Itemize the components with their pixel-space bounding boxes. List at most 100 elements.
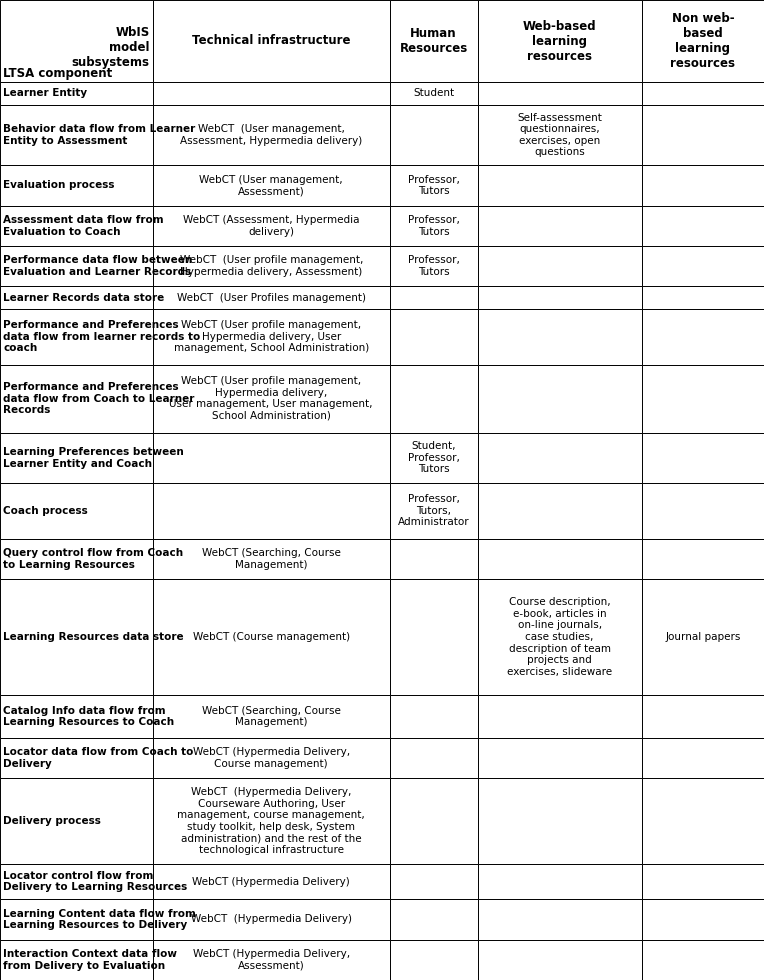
Text: LTSA component: LTSA component: [3, 68, 112, 80]
Bar: [478, 309, 642, 365]
Text: WebCT (Assessment, Hypermedia
delivery): WebCT (Assessment, Hypermedia delivery): [183, 215, 360, 236]
Text: WebCT  (User profile management,
Hypermedia delivery, Assessment): WebCT (User profile management, Hypermed…: [180, 256, 363, 277]
Text: Delivery process: Delivery process: [3, 816, 101, 826]
Text: Interaction Context data flow
from Delivery to Evaluation: Interaction Context data flow from Deliv…: [3, 949, 177, 970]
Bar: [390, 82, 478, 105]
Bar: [390, 432, 478, 483]
Bar: [153, 579, 390, 695]
Bar: [642, 738, 764, 778]
Bar: [642, 695, 764, 738]
Bar: [390, 365, 478, 432]
Bar: [642, 778, 764, 864]
Bar: [0, 246, 153, 286]
Text: Coach process: Coach process: [3, 506, 88, 515]
Text: WebCT (Searching, Course
Management): WebCT (Searching, Course Management): [202, 706, 341, 727]
Text: Behavior data flow from Learner
Entity to Assessment: Behavior data flow from Learner Entity t…: [3, 124, 196, 146]
Bar: [153, 483, 390, 539]
Bar: [478, 900, 642, 940]
Bar: [153, 738, 390, 778]
Bar: [153, 900, 390, 940]
Bar: [153, 166, 390, 206]
Text: Professor,
Tutors,
Administrator: Professor, Tutors, Administrator: [398, 494, 469, 527]
Bar: [478, 940, 642, 980]
Bar: [390, 738, 478, 778]
Bar: [390, 778, 478, 864]
Bar: [0, 286, 153, 309]
Bar: [153, 309, 390, 365]
Text: WebCT (Hypermedia Delivery): WebCT (Hypermedia Delivery): [193, 877, 350, 887]
Bar: [478, 206, 642, 246]
Bar: [478, 539, 642, 579]
Text: Assessment data flow from
Evaluation to Coach: Assessment data flow from Evaluation to …: [3, 215, 163, 236]
Bar: [478, 246, 642, 286]
Bar: [642, 539, 764, 579]
Text: Professor,
Tutors: Professor, Tutors: [408, 215, 459, 236]
Bar: [0, 206, 153, 246]
Bar: [0, 309, 153, 365]
Text: Professor,
Tutors: Professor, Tutors: [408, 256, 459, 277]
Bar: [0, 483, 153, 539]
Text: Learning Resources data store: Learning Resources data store: [3, 632, 183, 642]
Bar: [0, 940, 153, 980]
Bar: [0, 738, 153, 778]
Bar: [642, 579, 764, 695]
Text: Student: Student: [413, 88, 454, 98]
Text: WebCT  (User management,
Assessment, Hypermedia delivery): WebCT (User management, Assessment, Hype…: [180, 124, 362, 146]
Bar: [478, 778, 642, 864]
Bar: [478, 0, 642, 82]
Bar: [0, 82, 153, 105]
Bar: [642, 0, 764, 82]
Bar: [0, 539, 153, 579]
Text: Evaluation process: Evaluation process: [3, 180, 115, 190]
Bar: [642, 365, 764, 432]
Text: WebCT (Hypermedia Delivery,
Assessment): WebCT (Hypermedia Delivery, Assessment): [193, 949, 350, 970]
Bar: [390, 206, 478, 246]
Bar: [153, 365, 390, 432]
Text: Journal papers: Journal papers: [665, 632, 740, 642]
Text: Non web-
based
learning
resources: Non web- based learning resources: [670, 12, 736, 70]
Bar: [478, 286, 642, 309]
Text: Learner Entity: Learner Entity: [3, 88, 87, 98]
Bar: [390, 695, 478, 738]
Bar: [390, 286, 478, 309]
Bar: [153, 940, 390, 980]
Bar: [642, 864, 764, 900]
Bar: [478, 166, 642, 206]
Text: Learner Records data store: Learner Records data store: [3, 293, 164, 303]
Bar: [478, 579, 642, 695]
Text: Professor,
Tutors: Professor, Tutors: [408, 174, 459, 196]
Bar: [478, 738, 642, 778]
Bar: [0, 864, 153, 900]
Text: WebCT (User management,
Assessment): WebCT (User management, Assessment): [199, 174, 343, 196]
Text: Student,
Professor,
Tutors: Student, Professor, Tutors: [408, 441, 459, 474]
Text: Web-based
learning
resources: Web-based learning resources: [523, 20, 597, 63]
Bar: [390, 900, 478, 940]
Text: WebCT  (Hypermedia Delivery,
Courseware Authoring, User
management, course manag: WebCT (Hypermedia Delivery, Courseware A…: [177, 787, 365, 856]
Bar: [642, 206, 764, 246]
Bar: [642, 900, 764, 940]
Bar: [153, 695, 390, 738]
Bar: [642, 483, 764, 539]
Bar: [478, 483, 642, 539]
Bar: [153, 539, 390, 579]
Bar: [153, 0, 390, 82]
Text: Query control flow from Coach
to Learning Resources: Query control flow from Coach to Learnin…: [3, 548, 183, 569]
Bar: [642, 105, 764, 166]
Text: WebCT (Course management): WebCT (Course management): [193, 632, 350, 642]
Bar: [0, 695, 153, 738]
Bar: [0, 105, 153, 166]
Bar: [642, 432, 764, 483]
Text: WebCT (User profile management,
Hypermedia delivery,
User management, User manag: WebCT (User profile management, Hypermed…: [170, 376, 373, 421]
Bar: [478, 82, 642, 105]
Bar: [390, 483, 478, 539]
Bar: [642, 940, 764, 980]
Bar: [390, 940, 478, 980]
Bar: [478, 365, 642, 432]
Text: Catalog Info data flow from
Learning Resources to Coach: Catalog Info data flow from Learning Res…: [3, 706, 174, 727]
Bar: [0, 432, 153, 483]
Text: Locator control flow from
Delivery to Learning Resources: Locator control flow from Delivery to Le…: [3, 871, 187, 893]
Bar: [478, 695, 642, 738]
Bar: [390, 246, 478, 286]
Bar: [642, 246, 764, 286]
Bar: [0, 778, 153, 864]
